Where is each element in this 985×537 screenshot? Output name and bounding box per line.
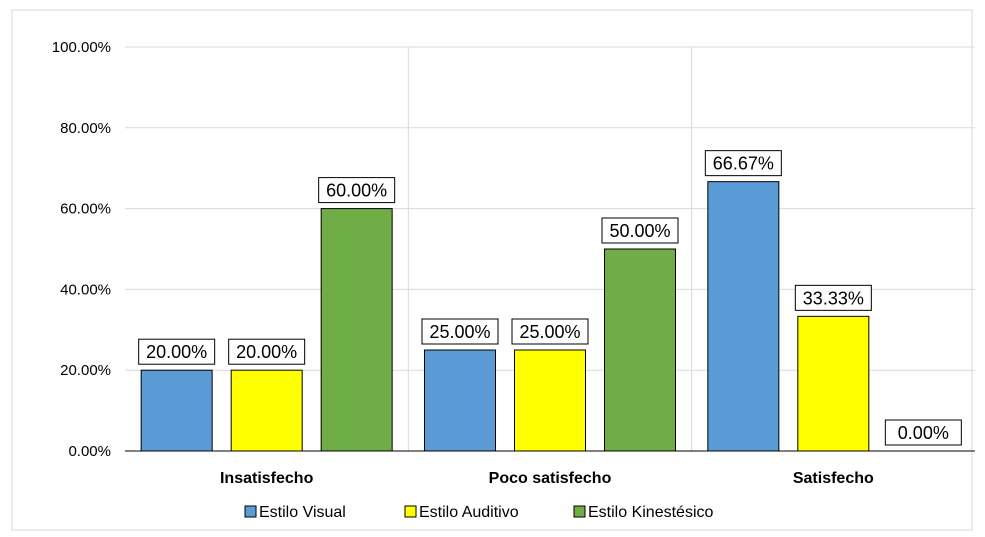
bar xyxy=(140,369,213,452)
bar xyxy=(424,349,496,452)
y-tick-label: 100.00% xyxy=(52,39,111,56)
y-axis-tick-labels: 0.00% 20.00% 40.00% 60.00% 80.00% 100.00% xyxy=(52,39,111,460)
legend-label: Estilo Auditivo xyxy=(419,504,519,521)
data-label-box xyxy=(228,338,306,365)
data-label-box xyxy=(601,217,679,244)
data-label: 60.00% xyxy=(326,181,387,201)
data-label: 0.00% xyxy=(898,423,949,443)
y-tick-label: 0.00% xyxy=(68,443,111,460)
data-labels: 20.00% 20.00% 60.00% 25.00% 25.00% 50.00% 66.6… xyxy=(138,150,962,446)
legend-label: Estilo Visual xyxy=(259,504,346,521)
y-tick-label: 20.00% xyxy=(60,362,111,379)
bar xyxy=(604,248,676,452)
data-label-box xyxy=(138,338,216,365)
data-label: 66.67% xyxy=(713,154,774,174)
data-label: 20.00% xyxy=(146,342,207,362)
bar xyxy=(797,315,870,452)
legend-label: Estilo Kinestésico xyxy=(588,504,713,521)
bar xyxy=(230,369,303,452)
y-tick-label: 80.00% xyxy=(60,120,111,137)
category-label: Insatisfecho xyxy=(220,470,314,487)
category-label: Poco satisfecho xyxy=(489,470,612,487)
data-label-box xyxy=(704,150,782,177)
category-labels: Insatisfecho Poco satisfecho Satisfecho xyxy=(220,470,874,487)
data-label: 50.00% xyxy=(609,221,670,241)
data-label-box xyxy=(421,318,499,345)
data-label: 25.00% xyxy=(429,322,490,342)
bar xyxy=(514,349,586,452)
y-tick-label: 60.00% xyxy=(60,201,111,218)
data-label: 33.33% xyxy=(803,288,864,308)
y-tick-label: 40.00% xyxy=(60,281,111,298)
legend-swatch xyxy=(404,505,417,518)
bars xyxy=(140,181,870,452)
data-label-box xyxy=(884,419,962,446)
data-label-box xyxy=(794,284,872,311)
data-label: 20.00% xyxy=(236,342,297,362)
bar xyxy=(707,181,780,452)
legend-swatch xyxy=(573,505,586,518)
data-label-box xyxy=(511,318,589,345)
category-label: Satisfecho xyxy=(793,470,874,487)
legend: Estilo Visual Estilo Auditivo Estilo Kines… xyxy=(244,504,713,521)
legend-swatch xyxy=(244,505,257,518)
chart-border xyxy=(11,9,973,531)
data-label: 25.00% xyxy=(519,322,580,342)
data-label-box xyxy=(318,177,396,204)
bar xyxy=(320,208,393,452)
